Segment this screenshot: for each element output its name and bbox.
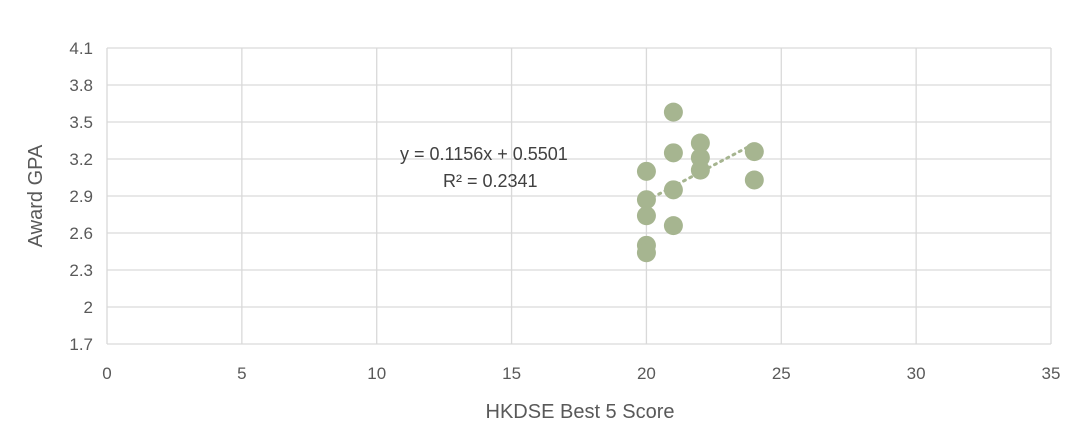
x-axis-tick-labels: 0 5 10 15 20 25 30 35 bbox=[102, 364, 1060, 383]
data-point bbox=[744, 142, 764, 162]
data-point bbox=[636, 161, 656, 181]
gridlines bbox=[106, 47, 1052, 345]
x-tick-label: 10 bbox=[367, 364, 386, 383]
data-point bbox=[690, 160, 710, 180]
y-axis-title: Award GPA bbox=[25, 144, 47, 247]
y-tick-label: 2.3 bbox=[69, 261, 93, 280]
y-tick-label: 1.7 bbox=[69, 335, 93, 354]
y-tick-label: 2.6 bbox=[69, 224, 93, 243]
data-point bbox=[690, 133, 710, 153]
data-point bbox=[636, 206, 656, 226]
x-tick-label: 30 bbox=[907, 364, 926, 383]
y-tick-label: 3.2 bbox=[69, 150, 93, 169]
data-point bbox=[663, 180, 683, 200]
y-tick-label: 3.8 bbox=[69, 76, 93, 95]
y-tick-label: 3.5 bbox=[69, 113, 93, 132]
y-tick-label: 2 bbox=[84, 298, 93, 317]
data-point bbox=[636, 243, 656, 263]
x-tick-label: 15 bbox=[502, 364, 521, 383]
x-tick-label: 0 bbox=[102, 364, 111, 383]
data-point bbox=[744, 170, 764, 190]
x-tick-label: 5 bbox=[237, 364, 246, 383]
x-tick-label: 25 bbox=[772, 364, 791, 383]
trendline-r-squared: R² = 0.2341 bbox=[443, 171, 538, 191]
data-point bbox=[636, 190, 656, 210]
data-point bbox=[663, 102, 683, 122]
x-tick-label: 20 bbox=[637, 364, 656, 383]
data-point bbox=[663, 216, 683, 236]
x-axis-title: HKDSE Best 5 Score bbox=[486, 401, 675, 423]
trendline-equation: y = 0.1156x + 0.5501 bbox=[400, 144, 568, 164]
y-axis-tick-labels: 1.7 2 2.3 2.6 2.9 3.2 3.5 3.8 4.1 bbox=[69, 39, 93, 354]
y-tick-label: 2.9 bbox=[69, 187, 93, 206]
y-tick-label: 4.1 bbox=[69, 39, 93, 58]
data-points bbox=[636, 102, 764, 263]
x-tick-label: 35 bbox=[1042, 364, 1061, 383]
data-point bbox=[663, 143, 683, 163]
